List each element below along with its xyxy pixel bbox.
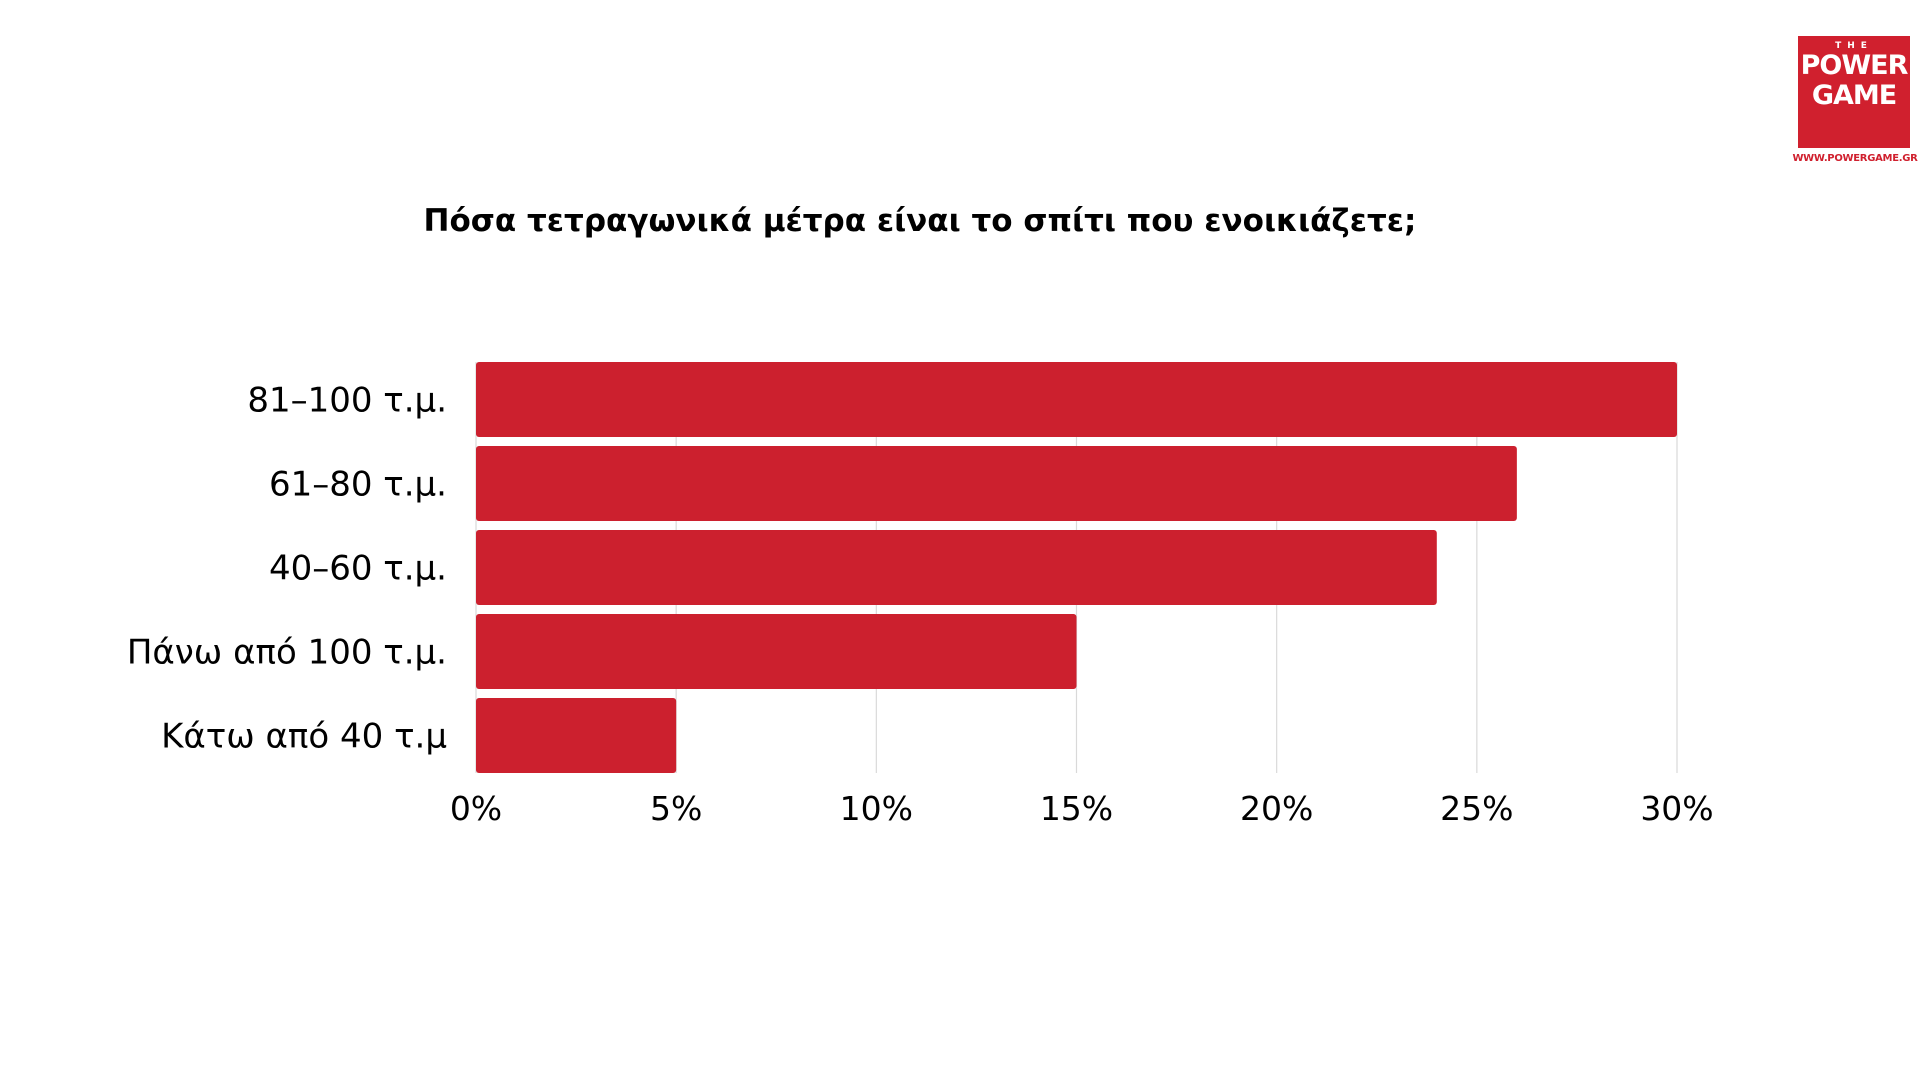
chart-title: Πόσα τετραγωνικά μέτρα είναι το σπίτι πο… [423,203,1417,239]
x-axis-ticks: 0% 5% 10% 15% 20% 25% 30% [450,789,1714,828]
category-label: 61–80 τ.μ. [269,465,447,505]
x-tick-label: 10% [840,789,913,828]
logo-url: WWW.POWERGAME.GR [1792,153,1918,164]
x-tick-label: 5% [650,789,702,828]
category-label: Κάτω από 40 τ.μ [161,717,447,757]
x-tick-label: 25% [1440,789,1513,828]
x-tick-label: 30% [1640,789,1713,828]
x-tick-label: 15% [1040,789,1113,828]
powergame-logo: THE POWER GAME [1798,36,1910,148]
bar [476,530,1437,605]
x-tick-label: 20% [1240,789,1313,828]
x-tick-label: 0% [450,789,502,828]
bars-layer [476,362,1677,773]
logo-game-text: GAME [1811,80,1897,111]
bar [476,614,1077,689]
bar [476,698,677,773]
bar [476,446,1517,521]
category-labels: 81–100 τ.μ. 61–80 τ.μ. 40–60 τ.μ. Πάνω από … [127,381,447,757]
logo-the-text: THE [1835,41,1873,51]
category-label: 81–100 τ.μ. [247,381,447,421]
category-label: Πάνω από 100 τ.μ. [127,633,447,673]
category-label: 40–60 τ.μ. [269,549,447,589]
bar [476,362,1677,437]
logo-power-text: POWER [1800,50,1909,81]
